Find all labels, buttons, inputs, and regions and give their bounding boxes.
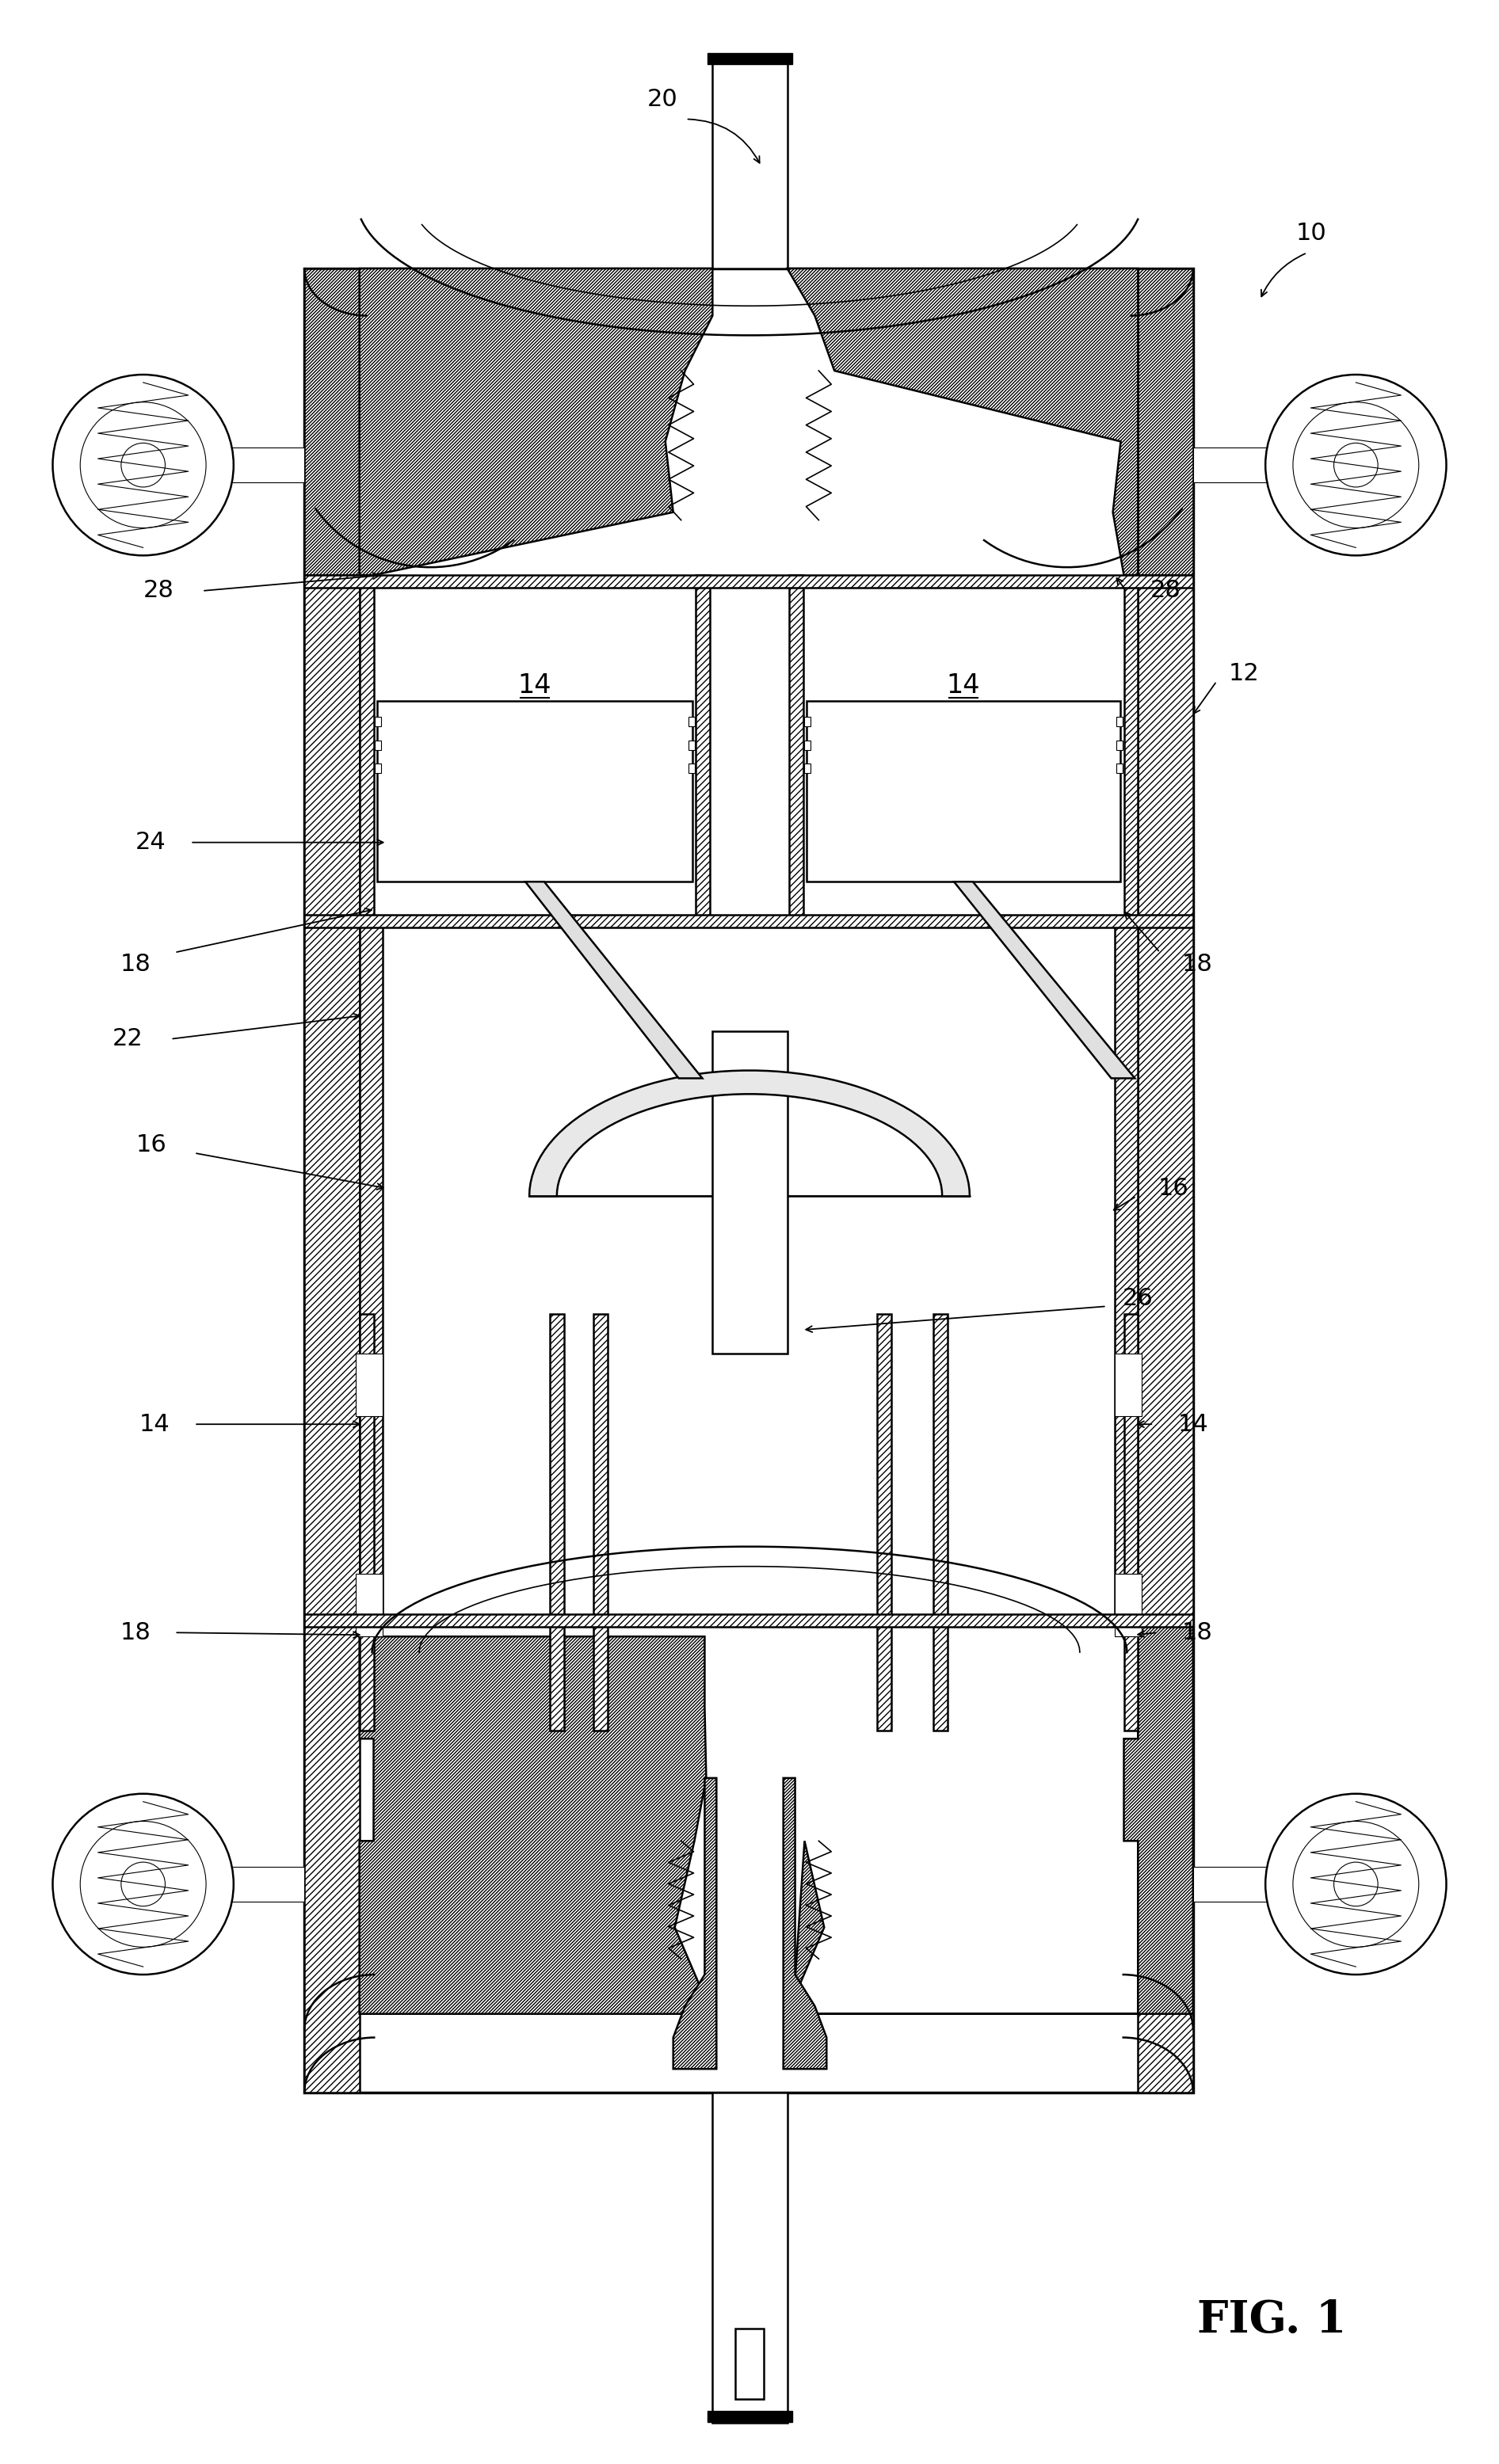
- Bar: [934, 1313, 947, 1730]
- Bar: [142, 1868, 304, 1902]
- Bar: [788, 574, 803, 922]
- Bar: [550, 1313, 564, 1730]
- Text: 24: 24: [135, 830, 166, 855]
- Bar: [688, 764, 694, 774]
- Bar: [688, 717, 694, 727]
- Bar: [712, 2092, 787, 2422]
- Bar: [1114, 1353, 1142, 1417]
- Circle shape: [1294, 402, 1418, 527]
- Bar: [304, 574, 1193, 589]
- Polygon shape: [673, 1779, 717, 2070]
- Polygon shape: [787, 269, 1138, 574]
- Text: 14: 14: [946, 673, 980, 697]
- Circle shape: [121, 1863, 165, 1907]
- Circle shape: [52, 375, 234, 554]
- Text: 14: 14: [139, 1412, 171, 1437]
- Bar: [355, 1574, 384, 1636]
- Bar: [142, 448, 304, 483]
- Text: 18: 18: [120, 1621, 151, 1643]
- Bar: [708, 54, 791, 64]
- Bar: [805, 739, 811, 749]
- Text: 18: 18: [1181, 954, 1213, 976]
- Polygon shape: [529, 1069, 970, 1195]
- Text: 28: 28: [144, 579, 174, 601]
- Text: 16: 16: [135, 1133, 166, 1156]
- Text: 26: 26: [1123, 1286, 1153, 1311]
- Circle shape: [121, 444, 165, 488]
- Bar: [688, 739, 694, 749]
- Bar: [378, 700, 693, 882]
- Bar: [712, 1030, 787, 1353]
- Bar: [805, 764, 811, 774]
- Circle shape: [1294, 1821, 1418, 1947]
- Bar: [304, 269, 1193, 2092]
- Text: 22: 22: [112, 1027, 142, 1050]
- Text: 14: 14: [1178, 1412, 1208, 1437]
- Text: 12: 12: [1229, 663, 1259, 685]
- Bar: [1193, 1868, 1357, 1902]
- Bar: [1124, 1313, 1138, 1730]
- Circle shape: [1334, 1863, 1378, 1907]
- Text: 16: 16: [1159, 1178, 1189, 1200]
- Text: 14: 14: [519, 673, 552, 697]
- Bar: [1115, 717, 1123, 727]
- Bar: [1114, 1574, 1142, 1636]
- Circle shape: [1265, 1794, 1447, 1974]
- Text: 10: 10: [1295, 222, 1327, 244]
- Bar: [1124, 574, 1138, 922]
- Bar: [1115, 764, 1123, 774]
- Bar: [373, 574, 696, 922]
- Bar: [375, 739, 381, 749]
- Circle shape: [1265, 375, 1447, 554]
- Text: 18: 18: [120, 954, 151, 976]
- Circle shape: [1334, 444, 1378, 488]
- Text: 28: 28: [1150, 579, 1181, 601]
- Polygon shape: [953, 882, 1135, 1079]
- Bar: [803, 574, 1124, 922]
- Bar: [594, 1313, 609, 1730]
- Polygon shape: [1138, 269, 1193, 574]
- Bar: [304, 1614, 1193, 1626]
- Bar: [1193, 448, 1357, 483]
- Bar: [1138, 269, 1193, 2092]
- Bar: [1115, 739, 1123, 749]
- Bar: [806, 700, 1120, 882]
- Circle shape: [81, 402, 205, 527]
- Circle shape: [52, 1794, 234, 1974]
- Polygon shape: [360, 269, 712, 574]
- Text: FIG. 1: FIG. 1: [1198, 2299, 1346, 2343]
- Bar: [877, 1313, 890, 1730]
- Bar: [696, 574, 711, 922]
- Bar: [355, 1353, 384, 1417]
- Text: 18: 18: [1181, 1621, 1213, 1643]
- Bar: [708, 2410, 791, 2422]
- Polygon shape: [793, 1621, 1193, 2013]
- Bar: [360, 922, 384, 1621]
- Bar: [736, 2328, 763, 2400]
- Bar: [360, 574, 373, 922]
- Polygon shape: [525, 882, 703, 1079]
- Bar: [375, 764, 381, 774]
- Bar: [304, 914, 1193, 926]
- Bar: [1114, 922, 1138, 1621]
- Bar: [805, 717, 811, 727]
- Bar: [360, 1313, 373, 1730]
- Circle shape: [81, 1821, 205, 1947]
- Polygon shape: [304, 1621, 706, 2013]
- Polygon shape: [784, 1779, 826, 2070]
- Polygon shape: [304, 269, 360, 574]
- Bar: [712, 57, 787, 269]
- Bar: [375, 717, 381, 727]
- Text: 20: 20: [648, 89, 678, 111]
- Bar: [304, 269, 360, 2092]
